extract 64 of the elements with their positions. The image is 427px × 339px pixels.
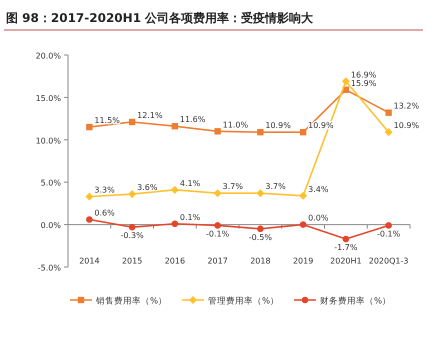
y-tick-label: 0.0% bbox=[40, 221, 62, 230]
chart-title: 图 98：2017-2020H1 公司各项费用率：受疫情影响大 bbox=[6, 11, 314, 25]
point bbox=[128, 224, 136, 230]
point bbox=[342, 77, 350, 86]
data-label: 12.1% bbox=[137, 110, 163, 120]
data-label: 11.5% bbox=[94, 116, 120, 126]
data-label: 11.6% bbox=[180, 115, 206, 124]
point bbox=[384, 128, 393, 136]
data-label: 3.6% bbox=[137, 183, 158, 192]
x-tick-label: 2020H1 bbox=[330, 256, 362, 266]
data-label: 3.7% bbox=[222, 182, 244, 192]
y-tick-label: 10.0% bbox=[36, 136, 62, 146]
x-tick-label: 2020Q1-3 bbox=[368, 256, 408, 266]
point bbox=[214, 222, 221, 229]
point bbox=[385, 222, 392, 229]
data-label: 0.6% bbox=[94, 208, 116, 218]
x-tick-label: 2017 bbox=[207, 256, 228, 266]
data-label: 3.3% bbox=[94, 186, 116, 195]
x-tick-label: 2014 bbox=[79, 256, 100, 266]
point bbox=[214, 128, 221, 135]
point bbox=[86, 124, 93, 130]
data-label: 3.4% bbox=[308, 184, 329, 194]
point bbox=[300, 221, 306, 228]
data-label: 4.1% bbox=[180, 178, 201, 188]
y-tick-label: 15.0% bbox=[36, 94, 62, 103]
data-label: 16.9% bbox=[350, 70, 377, 80]
point bbox=[385, 109, 392, 116]
point bbox=[342, 236, 350, 242]
data-label: -1.7% bbox=[334, 243, 358, 252]
point bbox=[85, 192, 94, 201]
data-label: 0.1% bbox=[180, 212, 201, 222]
data-label: 11.0% bbox=[222, 120, 248, 130]
point bbox=[300, 128, 306, 136]
point bbox=[257, 128, 264, 136]
data-label: -0.5% bbox=[248, 232, 272, 242]
legend-label: 管理费用率（%） bbox=[208, 296, 280, 306]
point bbox=[299, 192, 308, 200]
legend-label: 销售费用率（%） bbox=[95, 296, 168, 306]
x-tick-label: 2018 bbox=[250, 256, 271, 266]
data-label: -0.1% bbox=[206, 229, 230, 238]
point bbox=[128, 190, 136, 198]
point bbox=[257, 226, 264, 232]
y-tick-label: -5.0% bbox=[38, 264, 62, 272]
data-label: 10.9% bbox=[265, 121, 292, 130]
y-tick-label: 20.0% bbox=[36, 52, 62, 60]
point bbox=[128, 118, 136, 126]
point bbox=[214, 189, 222, 198]
point bbox=[256, 189, 264, 198]
point bbox=[172, 220, 178, 228]
data-label: 3.7% bbox=[265, 182, 286, 192]
data-label: 10.9% bbox=[394, 121, 420, 130]
x-tick-label: 2015 bbox=[122, 256, 142, 266]
x-tick-label: 2016 bbox=[164, 256, 186, 266]
data-label: 13.2% bbox=[394, 102, 420, 111]
point bbox=[172, 123, 178, 130]
y-tick-label: 5.0% bbox=[40, 178, 62, 188]
point bbox=[170, 186, 179, 194]
legend-label: 财务费用率（%） bbox=[320, 296, 392, 306]
x-tick-label: 2019 bbox=[292, 256, 314, 266]
data-label: -0.3% bbox=[120, 231, 144, 240]
data-label: 15.9% bbox=[350, 78, 377, 88]
point bbox=[86, 216, 93, 223]
data-label: 0.0% bbox=[308, 214, 329, 223]
data-label: -0.1% bbox=[377, 229, 401, 238]
